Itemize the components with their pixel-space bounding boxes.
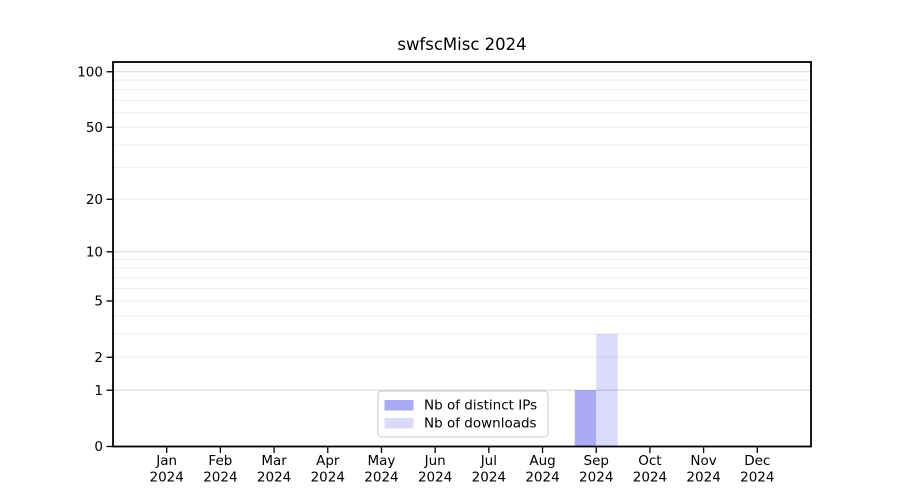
y-tick-label: 20 [86,192,103,208]
y-tick-label: 1 [94,383,103,399]
legend-label: Nb of distinct IPs [424,398,537,414]
x-tick-label: Jan 2024 [150,453,184,486]
bars-layer [574,333,618,447]
bar-sep-series1 [596,333,618,447]
x-tick-label: Oct 2024 [633,453,667,486]
gridlines-layer [113,71,811,391]
y-tick-label: 50 [86,120,103,136]
legend-swatch [384,418,414,429]
y-axis-labels: 0 1 2 5 10 20 50 100 [77,64,103,455]
x-tick-label: Mar 2024 [257,453,291,486]
x-tick-label: Apr 2024 [311,453,345,486]
x-tick-label: Nov 2024 [686,453,720,486]
x-tick-label: May 2024 [364,453,398,486]
x-tick-label: Dec 2024 [740,453,774,486]
plot-border [112,61,812,448]
x-tick-label: Jun 2024 [418,453,452,486]
x-tick-label: Aug 2024 [525,453,559,486]
legend: Nb of distinct IPs Nb of downloads [377,390,549,438]
x-tick-label: Jul 2024 [472,453,506,486]
y-tick-label: 0 [94,439,103,455]
legend-label: Nb of downloads [424,416,537,432]
y-tick-label: 2 [94,350,103,366]
y-tick-label: 10 [86,245,103,261]
chart-title: swfscMisc 2024 [397,35,526,54]
x-tick-label: Feb 2024 [203,453,237,486]
legend-box [377,390,549,438]
y-tick-label: 5 [94,294,103,310]
x-axis-labels: Jan 2024 Feb 2024 Mar 2024 Apr 2024 May 2024 Jun 20… [150,453,775,486]
bar-sep-series0 [574,390,597,447]
y-tick-label: 100 [77,64,103,80]
x-tick-label: Sep 2024 [579,453,613,486]
legend-swatch [384,400,414,411]
axes-layer [106,61,812,453]
